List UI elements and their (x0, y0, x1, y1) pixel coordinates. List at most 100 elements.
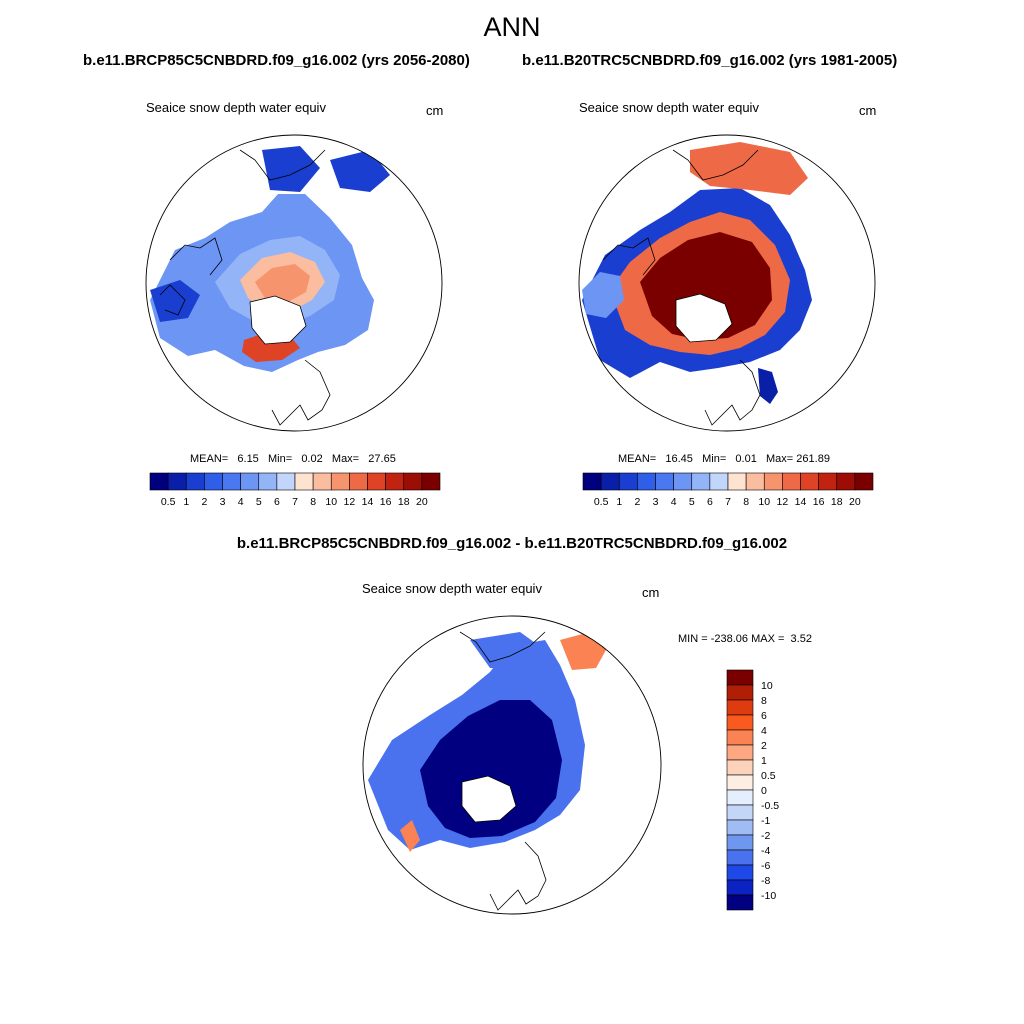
right-colorbar-swatch (709, 472, 729, 491)
diff-colorbar-tick-label: 1 (761, 755, 767, 767)
right-map-boundary (578, 134, 876, 432)
right-colorbar-tick-label: 14 (795, 496, 807, 508)
left-units-label: cm (426, 103, 444, 118)
diff-colorbar-tick-label: 10 (761, 680, 773, 692)
diff-colorbar-swatch (726, 774, 754, 791)
right-max-label: Max= (766, 453, 794, 465)
left-colorbar-tick-label: 18 (398, 496, 410, 508)
right-colorbar-tick-label: 16 (813, 496, 825, 508)
right-colorbar-tick-label: 12 (777, 496, 789, 508)
left-colorbar-tick-label: 16 (380, 496, 392, 508)
left-colorbar-swatch (258, 472, 278, 491)
diff-ice-core (420, 700, 562, 838)
left-colorbar-tick-label: 5 (256, 496, 262, 508)
left-map-boundary (145, 134, 443, 432)
right-colorbar-tick-label: 5 (689, 496, 695, 508)
left-colorbar-tick-label: 7 (292, 496, 298, 508)
diff-land-alaska (459, 631, 546, 663)
right-colorbar-tick-label: 8 (743, 496, 749, 508)
diff-colorbar-swatch (726, 879, 754, 896)
diff-colorbar-tick-label: 0 (761, 785, 767, 797)
left-colorbar-swatch (222, 472, 241, 491)
diff-colorbar-swatch (726, 789, 754, 806)
diff-colorbar-swatch (726, 894, 754, 911)
left-land-hudson (159, 284, 186, 316)
diff-colorbar-swatch (726, 864, 754, 881)
right-ice-baltic (758, 368, 778, 404)
diff-colorbar-tick-label: 0.5 (761, 770, 776, 782)
right-colorbar-swatch (691, 472, 711, 491)
right-colorbar: 0.5 1 2 3 4 5 6 7 8 10 12 14 16 18 20 (582, 472, 874, 508)
right-colorbar-swatch (763, 472, 783, 491)
right-colorbar-tick-label: 1 (616, 496, 622, 508)
right-colorbar-swatch (727, 472, 747, 491)
left-colorbar-tick-label: 20 (416, 496, 428, 508)
right-units-label: cm (859, 103, 877, 118)
diff-colorbar-tick-label: 4 (761, 725, 767, 737)
diff-colorbar-tick-label: 2 (761, 740, 767, 752)
diff-colorbar-swatch (726, 819, 754, 836)
left-colorbar-swatch (330, 472, 350, 491)
left-max-label: Max= (331, 453, 360, 465)
left-max-value: 27.65 (368, 453, 396, 465)
diff-colorbar-tick-label: 8 (761, 695, 767, 707)
right-colorbar-tick-label: 7 (725, 496, 731, 508)
right-colorbar-swatch (800, 472, 819, 491)
diff-colorbar-tick-label: -1 (761, 815, 770, 827)
left-colorbar-tick-label: 8 (310, 496, 316, 508)
right-ice-core (640, 232, 772, 340)
left-ice-bering (262, 146, 320, 192)
right-colorbar-tick-label: 3 (653, 496, 659, 508)
diff-colorbar-swatch (726, 684, 754, 701)
right-ice-top (690, 142, 808, 195)
right-colorbar-swatch (673, 472, 693, 491)
diff-colorbar-swatch (726, 669, 754, 686)
diff-colorbar-tick-label: -6 (761, 860, 770, 872)
left-colorbar-swatch (367, 472, 386, 491)
right-mean-value: 16.45 (665, 453, 693, 465)
left-colorbar-tick-label: 3 (220, 496, 226, 508)
left-min-label: Min= (267, 453, 293, 465)
right-ice-left (582, 272, 624, 318)
left-mean-value: 6.15 (237, 453, 259, 465)
left-land-scandinavia (271, 359, 331, 426)
left-ice-deep-left (150, 280, 200, 322)
right-colorbar-swatch (836, 472, 856, 491)
left-land-alaska (239, 149, 326, 181)
left-ice-okhotsk (330, 150, 390, 192)
right-colorbar-swatch (818, 472, 838, 491)
diff-colorbar-tick-label: -2 (761, 830, 770, 842)
left-colorbar-tick-label: 2 (201, 496, 207, 508)
right-colorbar-swatch (854, 472, 874, 491)
left-colorbar-swatch (403, 472, 423, 491)
diff-max-value: 3.52 (790, 633, 812, 645)
left-case-title: b.e11.BRCP85C5CNBDRD.f09_g16.002 (yrs 20… (83, 52, 470, 69)
right-colorbar-swatch (655, 472, 674, 491)
left-colorbar-swatch (276, 472, 296, 491)
left-colorbar-swatch (149, 472, 169, 491)
left-colorbar-tick-label: 12 (344, 496, 356, 508)
right-case-title: b.e11.B20TRC5CNBDRD.f09_g16.002 (yrs 198… (522, 52, 898, 69)
diff-land-greenland (461, 775, 517, 823)
left-land-greenland (249, 295, 307, 345)
diff-land-scandinavia (489, 841, 547, 911)
diff-ice-red (560, 632, 606, 670)
diff-colorbar-swatch (726, 729, 754, 746)
diff-colorbar: 10 8 6 4 2 1 0.5 0 -0.5 -1 -2 -4 -6 -8 -10 (726, 669, 779, 911)
diff-variable-title: Seaice snow depth water equiv (362, 581, 542, 596)
left-land-canada (169, 237, 223, 276)
diff-colorbar-swatch (726, 834, 754, 851)
diff-colorbar-swatch (726, 849, 754, 866)
left-colorbar-swatch (312, 472, 332, 491)
right-mean-label: MEAN= (618, 453, 657, 465)
right-colorbar-swatch (637, 472, 656, 491)
right-min-value: 0.01 (735, 453, 757, 465)
diff-min-value: -238.06 (710, 633, 749, 645)
right-land-scandinavia (704, 359, 761, 426)
left-colorbar-tick-label: 4 (238, 496, 244, 508)
left-colorbar-swatch (385, 472, 405, 491)
diff-colorbar-tick-label: -0.5 (761, 800, 779, 812)
right-map (578, 134, 876, 432)
diff-max-label: MAX = (751, 633, 785, 645)
